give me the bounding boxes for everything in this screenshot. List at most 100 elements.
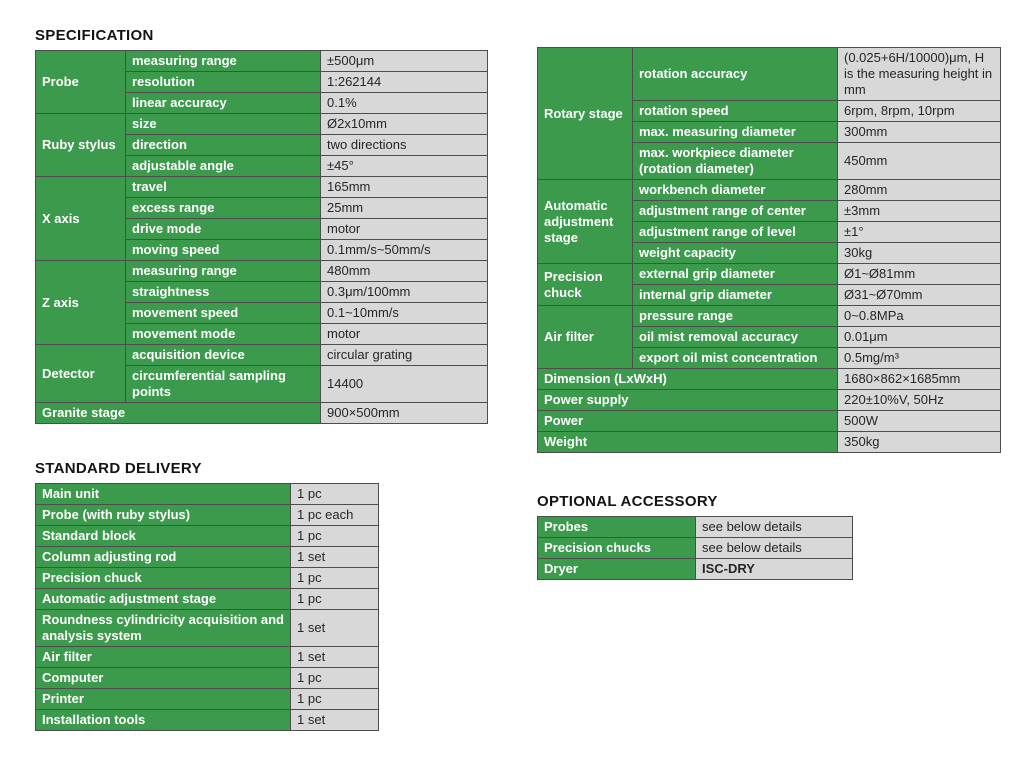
spec-value: 0.1% bbox=[320, 92, 488, 114]
table-row: Probe measuring range ±500μm bbox=[35, 50, 488, 114]
spec-value: 0.01μm bbox=[837, 326, 1001, 348]
spec-value: 0~0.8MPa bbox=[837, 305, 1001, 327]
spec-value: 0.5mg/m³ bbox=[837, 347, 1001, 369]
table-row: Probes see below details bbox=[537, 516, 853, 538]
item-value: 1 pc bbox=[290, 483, 379, 505]
table-row: Granite stage 900×500mm bbox=[35, 402, 488, 424]
table-row: Automatic adjustment stage 1 pc bbox=[35, 588, 379, 610]
item-label: Installation tools bbox=[35, 709, 291, 731]
group-label: Ruby stylus bbox=[35, 113, 126, 177]
spec-label: movement speed bbox=[125, 302, 321, 324]
spec-value: Ø2x10mm bbox=[320, 113, 488, 135]
spec-value: 500W bbox=[837, 410, 1001, 432]
spec-value: 0.1~10mm/s bbox=[320, 302, 488, 324]
spec-label: straightness bbox=[125, 281, 321, 303]
item-label: Probes bbox=[537, 516, 696, 538]
spec-value: 0.1mm/s~50mm/s bbox=[320, 239, 488, 261]
specification-heading: SPECIFICATION bbox=[35, 27, 154, 44]
group-label: Weight bbox=[537, 431, 838, 453]
item-value: 1 pc bbox=[290, 567, 379, 589]
item-value: 1 pc bbox=[290, 588, 379, 610]
table-row: moving speed 0.1mm/s~50mm/s bbox=[36, 239, 488, 261]
item-label: Computer bbox=[35, 667, 291, 689]
item-value: 1 set bbox=[290, 546, 379, 568]
spec-value: 30kg bbox=[837, 242, 1001, 264]
table-row: Dryer ISC-DRY bbox=[537, 558, 853, 580]
table-row: Probe (with ruby stylus) 1 pc each bbox=[35, 504, 379, 526]
spec-label: resolution bbox=[125, 71, 321, 93]
item-label: Column adjusting rod bbox=[35, 546, 291, 568]
item-value: 1 pc bbox=[290, 688, 379, 710]
standard-delivery-table: Main unit 1 pc Probe (with ruby stylus) 1 p… bbox=[35, 483, 379, 731]
table-row: Printer 1 pc bbox=[35, 688, 379, 710]
spec-value: 280mm bbox=[837, 179, 1001, 201]
spec-value: motor bbox=[320, 323, 488, 345]
table-row: movement mode motor bbox=[36, 323, 488, 345]
table-row: Air filter 1 set bbox=[35, 646, 379, 668]
spec-value: 300mm bbox=[837, 121, 1001, 143]
table-row: export oil mist concentration 0.5mg/m³ bbox=[538, 347, 1001, 369]
table-row: drive mode motor bbox=[36, 218, 488, 240]
item-label: Probe (with ruby stylus) bbox=[35, 504, 291, 526]
spec-label: drive mode bbox=[125, 218, 321, 240]
table-row: movement speed 0.1~10mm/s bbox=[36, 302, 488, 324]
table-row: Standard block 1 pc bbox=[35, 525, 379, 547]
table-row: Weight 350kg bbox=[537, 431, 1001, 453]
group-label: Precision chuck bbox=[537, 263, 633, 306]
spec-value: motor bbox=[320, 218, 488, 240]
item-value: ISC-DRY bbox=[695, 558, 853, 580]
specification-table-right: Rotary stage rotation accuracy (0.025+6H/1… bbox=[537, 47, 1001, 453]
table-row: resolution 1:262144 bbox=[36, 71, 488, 93]
spec-label: acquisition device bbox=[125, 344, 321, 366]
table-row: Main unit 1 pc bbox=[35, 483, 379, 505]
item-label: Dryer bbox=[537, 558, 696, 580]
group-label: Automatic adjustment stage bbox=[537, 179, 633, 264]
table-row: Detector acquisition device circular grati… bbox=[35, 344, 488, 403]
item-value: see below details bbox=[695, 516, 853, 538]
spec-label: weight capacity bbox=[632, 242, 838, 264]
item-label: Precision chuck bbox=[35, 567, 291, 589]
group-label: Dimension (LxWxH) bbox=[537, 368, 838, 390]
item-label: Standard block bbox=[35, 525, 291, 547]
spec-value: 480mm bbox=[320, 260, 488, 282]
left-column: SPECIFICATION Probe measuring range ±500μm… bbox=[35, 27, 488, 731]
spec-value: Ø31~Ø70mm bbox=[837, 284, 1001, 306]
spec-label: linear accuracy bbox=[125, 92, 321, 114]
table-row: Dimension (LxWxH) 1680×862×1685mm bbox=[537, 368, 1001, 390]
optional-accessory-table: Probes see below details Precision chucks s… bbox=[537, 516, 853, 580]
group-label: Power supply bbox=[537, 389, 838, 411]
spec-label: adjustment range of center bbox=[632, 200, 838, 222]
item-label: Main unit bbox=[35, 483, 291, 505]
spec-value: Ø1~Ø81mm bbox=[837, 263, 1001, 285]
table-row: Precision chucks see below details bbox=[537, 537, 853, 559]
spec-label: max. measuring diameter bbox=[632, 121, 838, 143]
table-row: Power 500W bbox=[537, 410, 1001, 432]
spec-label: measuring range bbox=[125, 50, 321, 72]
spec-label: internal grip diameter bbox=[632, 284, 838, 306]
spec-value: circular grating bbox=[320, 344, 488, 366]
table-row: Z axis measuring range 480mm bbox=[35, 260, 488, 345]
spec-label: oil mist removal accuracy bbox=[632, 326, 838, 348]
spec-value: 14400 bbox=[320, 365, 488, 403]
spec-value: ±45° bbox=[320, 155, 488, 177]
group-label: Z axis bbox=[35, 260, 126, 345]
group-label: Probe bbox=[35, 50, 126, 114]
table-row: oil mist removal accuracy 0.01μm bbox=[538, 326, 1001, 348]
spec-value: 900×500mm bbox=[320, 402, 488, 424]
optional-accessory-heading: OPTIONAL ACCESSORY bbox=[537, 493, 718, 510]
spec-label: moving speed bbox=[125, 239, 321, 261]
table-row: straightness 0.3μm/100mm bbox=[36, 281, 488, 303]
spec-label: max. workpiece diameter (rotation diamet… bbox=[632, 142, 838, 180]
table-row: circumferential sampling points 14400 bbox=[36, 365, 488, 403]
spec-value: 1:262144 bbox=[320, 71, 488, 93]
table-row: Rotary stage rotation accuracy (0.025+6H/1… bbox=[537, 47, 1001, 180]
group-label: Power bbox=[537, 410, 838, 432]
item-value: 1 pc each bbox=[290, 504, 379, 526]
item-label: Roundness cylindricity acquisition and a… bbox=[35, 609, 291, 647]
spec-value: 165mm bbox=[320, 176, 488, 198]
item-value: see below details bbox=[695, 537, 853, 559]
table-row: excess range 25mm bbox=[36, 197, 488, 219]
spec-value: two directions bbox=[320, 134, 488, 156]
group-label: Rotary stage bbox=[537, 47, 633, 180]
